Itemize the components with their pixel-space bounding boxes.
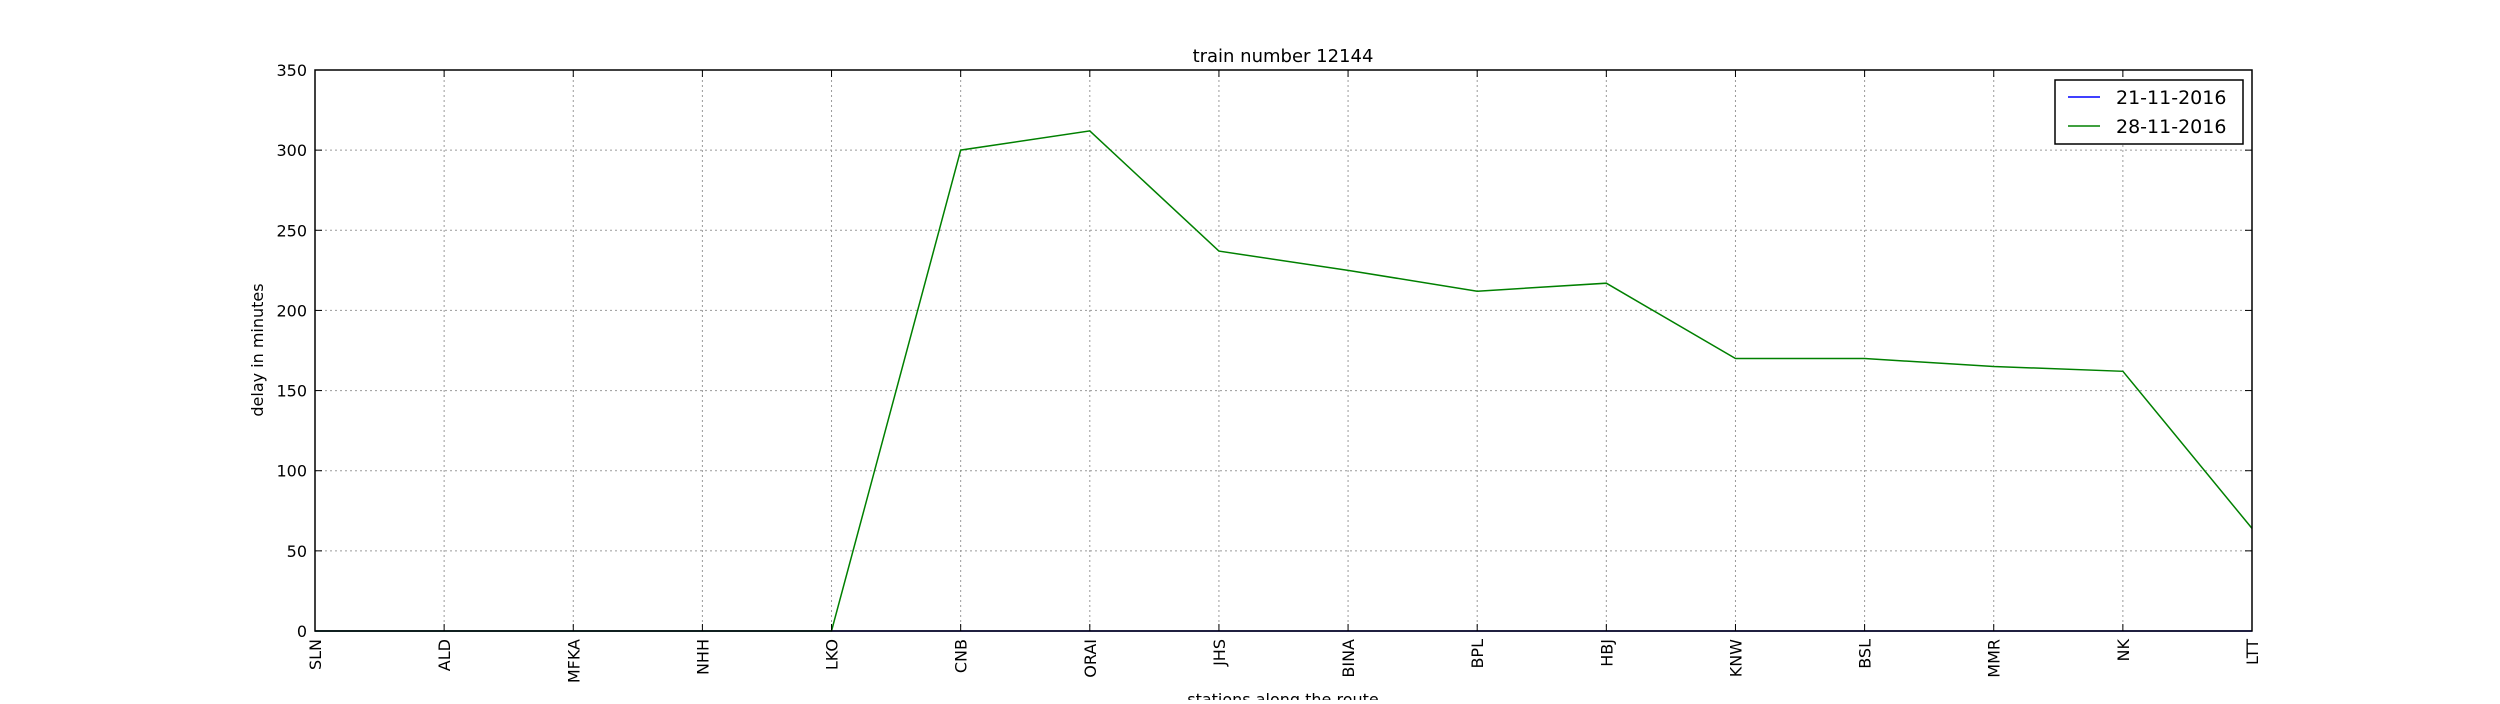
y-tick-label: 350 bbox=[276, 61, 307, 80]
legend: 21-11-2016 28-11-2016 bbox=[2054, 79, 2244, 145]
x-tick-label-jhs: JHS bbox=[1210, 639, 1229, 667]
chart-title: train number 12144 bbox=[1193, 46, 1374, 67]
series-layer bbox=[315, 130, 2253, 632]
y-tick-label: 50 bbox=[287, 542, 307, 561]
legend-box bbox=[2054, 79, 2244, 145]
y-tick-label: 100 bbox=[276, 462, 307, 481]
x-tick-label-ald: ALD bbox=[435, 639, 454, 671]
x-tick-label-nhh: NHH bbox=[693, 639, 712, 675]
series-line-28-11-2016 bbox=[315, 130, 2253, 632]
x-tick-label-cnb: CNB bbox=[952, 639, 971, 673]
x-tick-label-mfka: MFKA bbox=[564, 639, 583, 683]
y-tick-label: 200 bbox=[276, 301, 307, 320]
x-tick-label-bpl: BPL bbox=[1468, 639, 1487, 669]
legend-label-28-11-2016: 28-11-2016 bbox=[2116, 116, 2226, 138]
x-tick-label-mmr: MMR bbox=[1985, 639, 2004, 678]
x-tick-label-sln: SLN bbox=[306, 639, 325, 670]
x-tick-label-knw: KNW bbox=[1726, 639, 1745, 677]
x-tick-layer: SLN ALD MFKA NHH LKO CNB ORAI JHS BINA BPL HBJ KNW B… bbox=[306, 70, 2262, 683]
x-tick-label-orai: ORAI bbox=[1081, 639, 1100, 678]
y-tick-label: 150 bbox=[276, 382, 307, 401]
y-tick-label: 250 bbox=[276, 221, 307, 240]
legend-label-21-11-2016: 21-11-2016 bbox=[2116, 87, 2226, 109]
x-tick-label-nk: NK bbox=[2114, 639, 2133, 662]
plot-frame bbox=[314, 69, 2253, 632]
x-tick-label-lko: LKO bbox=[823, 639, 842, 670]
y-tick-label: 300 bbox=[276, 141, 307, 160]
x-tick-label-bsl: BSL bbox=[1856, 639, 1875, 669]
x-axis-label: stations along the route bbox=[1187, 690, 1379, 700]
y-tick-label: 0 bbox=[297, 622, 307, 641]
x-tick-label-bina: BINA bbox=[1339, 639, 1358, 678]
y-axis-label: delay in minutes bbox=[248, 283, 267, 416]
y-tick-layer: 0 50 100 150 200 250 300 350 bbox=[276, 61, 2252, 641]
x-tick-label-ltt: LTT bbox=[2243, 639, 2262, 665]
x-tick-label-hbj: HBJ bbox=[1597, 639, 1616, 667]
grid-layer bbox=[315, 70, 2252, 631]
